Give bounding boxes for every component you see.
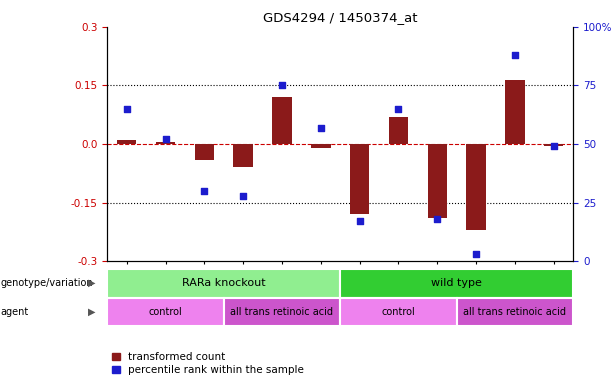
Point: [510, 52, 520, 58]
Bar: [117, 140, 136, 144]
Text: control: control: [381, 307, 416, 317]
Point: [471, 251, 481, 257]
Bar: [350, 144, 370, 214]
Point: [277, 83, 287, 89]
Bar: [340, 298, 457, 326]
Bar: [466, 144, 486, 230]
Legend: transformed count, percentile rank within the sample: transformed count, percentile rank withi…: [112, 352, 304, 375]
Bar: [224, 298, 340, 326]
Point: [394, 106, 403, 112]
Bar: [156, 142, 175, 144]
Bar: [311, 144, 330, 148]
Bar: [544, 144, 563, 146]
Title: GDS4294 / 1450374_at: GDS4294 / 1450374_at: [263, 11, 417, 24]
Point: [316, 124, 326, 131]
Point: [122, 106, 132, 112]
Bar: [505, 79, 525, 144]
Text: all trans retinoic acid: all trans retinoic acid: [230, 307, 333, 317]
Text: all trans retinoic acid: all trans retinoic acid: [463, 307, 566, 317]
Bar: [389, 117, 408, 144]
Text: agent: agent: [1, 307, 29, 317]
Text: control: control: [148, 307, 183, 317]
Point: [432, 216, 442, 222]
Text: ▶: ▶: [88, 278, 96, 288]
Text: RARa knockout: RARa knockout: [182, 278, 265, 288]
Bar: [195, 144, 214, 160]
Bar: [234, 144, 253, 167]
Bar: [428, 144, 447, 218]
Bar: [107, 269, 340, 298]
Bar: [340, 269, 573, 298]
Bar: [107, 298, 224, 326]
Point: [549, 143, 558, 149]
Text: genotype/variation: genotype/variation: [1, 278, 93, 288]
Point: [199, 188, 209, 194]
Bar: [272, 97, 292, 144]
Point: [161, 136, 170, 142]
Bar: [457, 298, 573, 326]
Text: wild type: wild type: [432, 278, 482, 288]
Point: [355, 218, 365, 224]
Text: ▶: ▶: [88, 307, 96, 317]
Point: [238, 192, 248, 199]
